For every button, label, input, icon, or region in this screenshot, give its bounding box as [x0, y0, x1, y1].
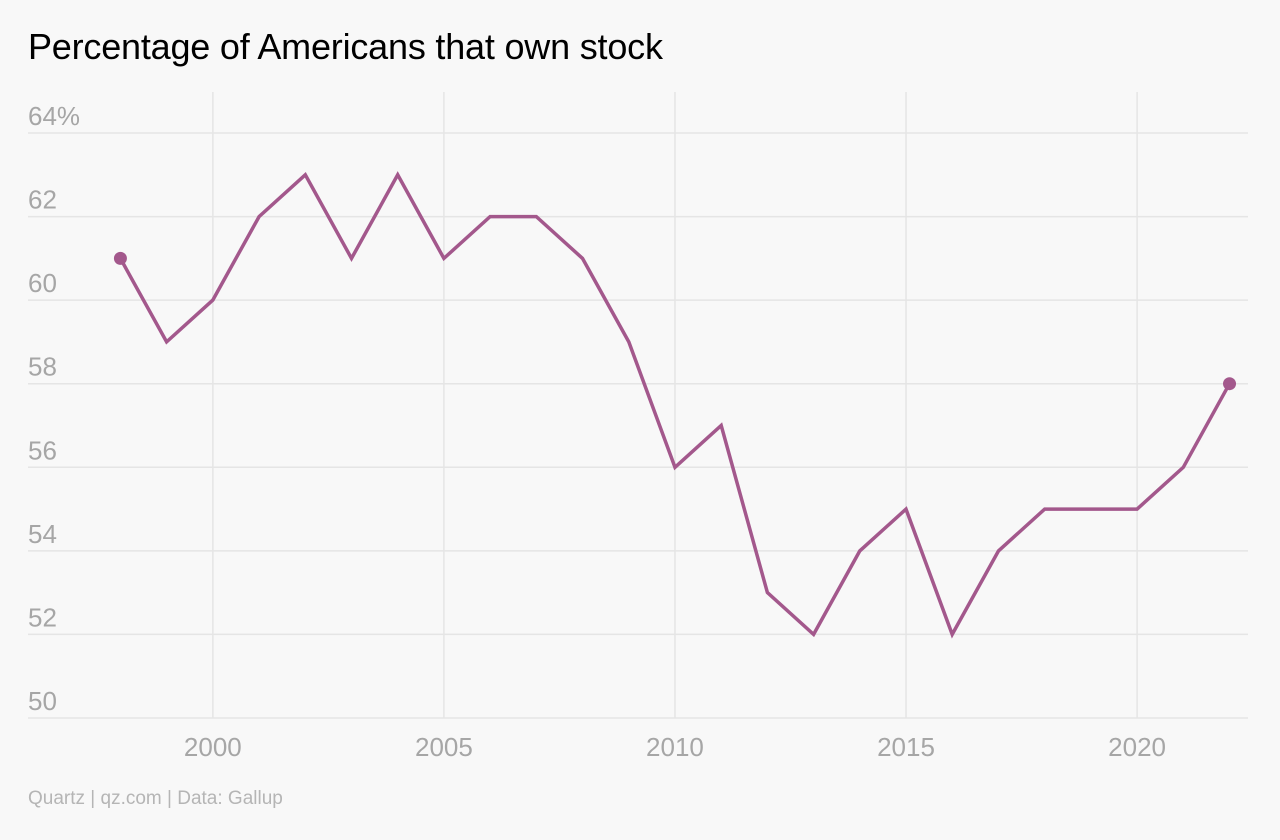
source-credit: Quartz | qz.com | Data: Gallup [28, 788, 283, 809]
y-tick-label: 54 [28, 519, 57, 549]
endpoint-marker [113, 251, 127, 265]
endpoint-marker [1223, 377, 1237, 391]
y-tick-label: 50 [28, 686, 57, 716]
y-tick-label: 52 [28, 602, 57, 632]
y-tick-label: 64% [28, 101, 80, 131]
tick-layer: 50 52 54 56 58 60 62 64% 2000 2005 2010 2015 2020 [28, 101, 1166, 762]
x-tick-label: 2000 [184, 732, 242, 762]
y-tick-label: 60 [28, 268, 57, 298]
y-tick-label: 62 [28, 185, 57, 215]
series-line [118, 171, 1232, 639]
y-tick-label: 56 [28, 435, 57, 465]
x-tick-label: 2015 [877, 732, 935, 762]
x-tick-label: 2005 [415, 732, 473, 762]
x-tick-label: 2020 [1108, 732, 1166, 762]
grid-layer [28, 92, 1248, 719]
series-layer [113, 171, 1237, 639]
x-tick-label: 2010 [646, 732, 704, 762]
y-tick-label: 58 [28, 352, 57, 382]
chart-title: Percentage of Americans that own stock [28, 26, 663, 67]
